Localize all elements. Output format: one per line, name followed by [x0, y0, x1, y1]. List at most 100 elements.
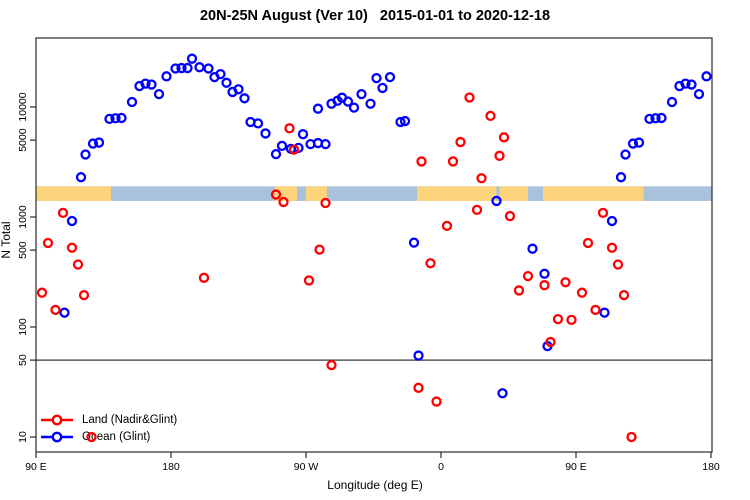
map-band-land-segment — [417, 186, 497, 201]
scatter-point-ocean — [176, 62, 187, 74]
scatter-point-land — [288, 144, 300, 155]
y-tick-label: 1000 — [17, 205, 29, 229]
scatter-point-ocean — [75, 172, 87, 183]
scatter-point-ocean — [633, 137, 645, 148]
scatter-point-land — [326, 359, 337, 371]
scatter-point-ocean — [413, 350, 424, 361]
scatter-point-land — [522, 270, 534, 282]
legend-item-land: Land (Nadir&Glint) — [40, 411, 177, 428]
scatter-point-land — [545, 336, 556, 348]
scatter-point-land — [476, 173, 487, 184]
scatter-point-ocean — [686, 79, 697, 90]
scatter-point-land — [590, 304, 601, 316]
scatter-point-ocean — [215, 68, 226, 80]
scatter-point-ocean — [194, 62, 205, 73]
scatter-point-ocean — [342, 96, 354, 107]
scatter-point-land — [278, 196, 289, 208]
scatter-point-ocean — [680, 78, 691, 89]
x-tick-label: 0 — [438, 461, 444, 473]
scatter-point-land — [36, 287, 48, 298]
scatter-point-ocean — [276, 140, 288, 152]
scatter-point-ocean — [126, 96, 138, 108]
scatter-point-ocean — [399, 115, 411, 127]
scatter-point-ocean — [161, 71, 172, 82]
legend-label-ocean: Ocean (Glint) — [82, 430, 151, 443]
x-tick-label: 90 E — [25, 461, 47, 473]
scatter-point-land — [413, 382, 424, 393]
scatter-point-ocean — [270, 148, 282, 160]
scatter-point-land — [504, 210, 516, 222]
scatter-point-ocean — [146, 79, 157, 90]
scatter-point-ocean — [104, 113, 115, 125]
scatter-point-land — [270, 189, 282, 200]
scatter-point-land — [455, 136, 466, 148]
scatter-point-ocean — [203, 63, 214, 74]
scatter-point-land — [198, 272, 210, 283]
x-tick-label: 180 — [162, 461, 180, 473]
scatter-point-ocean — [116, 112, 127, 124]
scatter-point-ocean — [539, 268, 550, 279]
scatter-point-ocean — [312, 137, 324, 149]
y-tick-label: 10000 — [17, 92, 29, 121]
scatter-point-land — [539, 280, 550, 291]
scatter-point-ocean — [377, 82, 388, 94]
legend-item-ocean: Ocean (Glint) — [40, 428, 177, 445]
scatter-point-ocean — [110, 113, 121, 124]
scatter-point-land — [72, 259, 84, 270]
scatter-point-land — [447, 156, 459, 167]
y-tick-label: 100 — [17, 318, 29, 336]
y-tick-label: 500 — [17, 241, 29, 259]
scatter-point-land — [57, 207, 69, 219]
x-tick-label: 90 W — [294, 461, 319, 473]
scatter-point-ocean — [293, 142, 304, 154]
scatter-point-land — [560, 277, 571, 288]
y-tick-label: 10 — [17, 431, 29, 443]
scatter-point-ocean — [336, 92, 348, 103]
scatter-point-land — [606, 242, 618, 253]
scatter-point-land — [498, 132, 510, 143]
y-axis-label: N Total — [0, 221, 13, 259]
scatter-point-ocean — [320, 138, 331, 150]
scatter-point-ocean — [693, 88, 705, 100]
scatter-point-land — [78, 289, 90, 301]
scatter-point-ocean — [332, 95, 343, 106]
scatter-point-ocean — [542, 340, 553, 352]
y-tick-label: 50 — [17, 354, 29, 366]
legend-label-land: Land (Nadir&Glint) — [82, 413, 178, 426]
scatter-point-land — [626, 431, 637, 443]
map-band-ocean — [36, 186, 712, 201]
scatter-point-ocean — [599, 307, 610, 318]
scatter-point-ocean — [666, 96, 678, 108]
scatter-point-land — [618, 289, 630, 301]
x-tick-label: 90 E — [565, 461, 587, 473]
scatter-point-ocean — [497, 388, 508, 399]
map-band-land-segment — [306, 186, 327, 201]
scatter-point-ocean — [365, 98, 376, 109]
scatter-point-ocean — [59, 307, 70, 318]
scatter-point-ocean — [182, 62, 193, 74]
scatter-point-land — [320, 197, 331, 209]
scatter-point-ocean — [644, 113, 655, 125]
scatter-point-ocean — [285, 143, 297, 155]
scatter-point-land — [566, 314, 577, 326]
scatter-point-ocean — [627, 138, 639, 149]
map-band-land-segment — [543, 186, 644, 201]
scatter-point-ocean — [252, 118, 264, 129]
land-marker-icon — [40, 414, 76, 426]
scatter-point-ocean — [87, 138, 99, 149]
scatter-point-ocean — [701, 71, 712, 82]
scatter-point-land — [314, 244, 325, 255]
scatter-point-ocean — [260, 128, 271, 139]
scatter-point-ocean — [674, 80, 685, 92]
scatter-point-ocean — [348, 102, 360, 113]
scatter-point-land — [576, 287, 588, 298]
scatter-point-land — [597, 207, 609, 219]
scatter-point-ocean — [620, 149, 631, 160]
scatter-point-ocean — [384, 71, 396, 83]
scatter-point-land — [66, 242, 78, 253]
scatter-point-ocean — [650, 113, 661, 124]
scatter-point-ocean — [356, 88, 367, 100]
scatter-point-ocean — [221, 77, 232, 88]
scatter-point-land — [552, 313, 564, 325]
